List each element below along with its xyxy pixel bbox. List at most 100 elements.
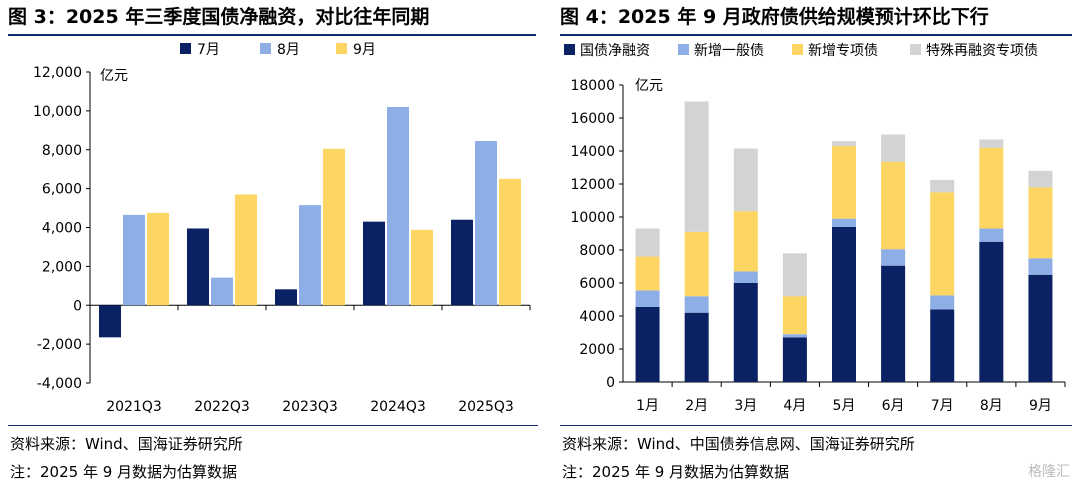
y-axis-unit: 亿元: [100, 68, 128, 84]
legend-swatch: [336, 43, 347, 54]
bar-segment: [733, 271, 758, 283]
right-source: 资料来源：Wind、中国债券信息网、国海证券研究所: [562, 435, 915, 453]
bar-segment: [635, 306, 660, 382]
y-tick-label: 10000: [570, 210, 615, 226]
watermark: 格隆汇: [1028, 464, 1070, 480]
bar: [147, 212, 169, 306]
bar-segment: [782, 337, 807, 382]
legend-label: 特殊再融资专项债: [926, 43, 1038, 59]
bar-segment: [782, 253, 807, 297]
bar-segment: [930, 309, 955, 382]
bar-segment: [1028, 274, 1053, 382]
left-chart-title: 图 3：2025 年三季度国债净融资，对比往年同期: [8, 0, 536, 36]
bar-segment: [881, 134, 906, 162]
bar-segment: [832, 226, 856, 382]
x-tick-label: 2023Q3: [282, 399, 338, 415]
bar: [187, 228, 209, 306]
bar-segment: [881, 249, 906, 266]
x-tick-label: 9月: [1029, 398, 1052, 414]
bar-segment: [684, 101, 709, 232]
bar-segment: [979, 241, 1004, 382]
bar-segment: [881, 161, 906, 250]
x-tick-label: 4月: [783, 398, 806, 414]
y-tick-label: 8000: [579, 243, 615, 259]
y-tick-label: 4000: [579, 309, 615, 325]
left-source: 资料来源：Wind、国海证券研究所: [10, 435, 243, 453]
left-chart: -4,000 -2,000 0 2,000 4,000 6,000 8,000 10,000 1…: [33, 42, 531, 415]
bar-segment: [684, 312, 709, 382]
x-tick-label: 7月: [931, 398, 954, 414]
left-note: 注：2025 年 9 月数据为估算数据: [10, 463, 238, 481]
x-tick-label: 8月: [980, 398, 1003, 414]
bar: [323, 148, 345, 306]
legend-swatch: [910, 44, 921, 55]
bar-segment: [733, 283, 758, 382]
bar: [235, 194, 257, 306]
y-tick-label: 14000: [570, 144, 615, 160]
y-tick-label: 6000: [579, 276, 615, 292]
bar: [211, 277, 233, 306]
legend-swatch: [678, 44, 689, 55]
legend-swatch: [564, 44, 575, 55]
y-tick-label: 18000: [570, 78, 615, 94]
y-tick-label: -4,000: [37, 376, 82, 392]
x-tick-label: 2024Q3: [370, 399, 426, 415]
y-tick-label: 0: [606, 375, 615, 391]
legend-swatch: [180, 43, 191, 54]
x-tick-label: 3月: [734, 398, 757, 414]
y-tick-label: 16000: [570, 111, 615, 127]
y-tick-label: 8,000: [42, 143, 82, 159]
bar-segment: [782, 296, 807, 335]
right-note: 注：2025 年 9 月数据为估算数据: [562, 463, 790, 481]
bar-segment: [930, 295, 955, 310]
bar-segment: [881, 265, 906, 382]
bar-segment: [684, 296, 709, 313]
bar-segment: [832, 218, 856, 227]
bar: [99, 305, 121, 338]
bar: [411, 229, 433, 306]
right-chart-title: 图 4：2025 年 9 月政府债供给规模预计环比下行: [560, 0, 1072, 36]
x-tick-label: 5月: [833, 398, 856, 414]
bar-segment: [733, 148, 758, 212]
x-tick-label: 6月: [882, 398, 905, 414]
bar-segment: [832, 146, 856, 219]
legend-label: 新增一般债: [694, 43, 764, 59]
x-tick-label: 2021Q3: [106, 399, 162, 415]
legend-label: 8月: [277, 42, 300, 58]
legend-label: 7月: [197, 42, 220, 58]
bar-segment: [1028, 170, 1053, 188]
bar-segment: [832, 141, 856, 147]
bar: [475, 141, 497, 306]
bar: [123, 214, 145, 306]
legend-label: 国债净融资: [580, 43, 650, 59]
y-tick-label: 6,000: [42, 182, 82, 198]
bar-segment: [979, 147, 1004, 229]
right-chart: 0 2000 4000 6000 8000 10000 12000 14000 16000 180…: [564, 43, 1066, 414]
legend-label: 9月: [353, 42, 376, 58]
bar-segment: [782, 334, 807, 338]
y-axis-unit: 亿元: [635, 78, 663, 94]
x-tick-label: 2022Q3: [194, 399, 250, 415]
bar-segment: [979, 139, 1004, 148]
bar-segment: [635, 290, 660, 307]
y-tick-label: 12,000: [33, 65, 82, 81]
bar-segment: [930, 179, 955, 193]
legend-swatch: [260, 43, 271, 54]
bar-segment: [930, 192, 955, 296]
bar-segment: [1028, 187, 1053, 259]
bar: [299, 205, 321, 306]
x-tick-label: 1月: [636, 398, 659, 414]
right-source-divider: [560, 425, 1072, 426]
y-tick-label: 4,000: [42, 221, 82, 237]
bar: [275, 289, 297, 306]
legend-swatch: [792, 44, 803, 55]
left-source-divider: [8, 425, 538, 426]
bar: [363, 221, 385, 306]
bar-segment: [979, 228, 1004, 242]
x-tick-label: 2月: [685, 398, 708, 414]
y-tick-label: 2,000: [42, 259, 82, 275]
y-tick-label: 0: [73, 298, 82, 314]
legend-label: 新增专项债: [808, 43, 878, 59]
bar-segment: [635, 256, 660, 291]
bar: [451, 219, 473, 306]
